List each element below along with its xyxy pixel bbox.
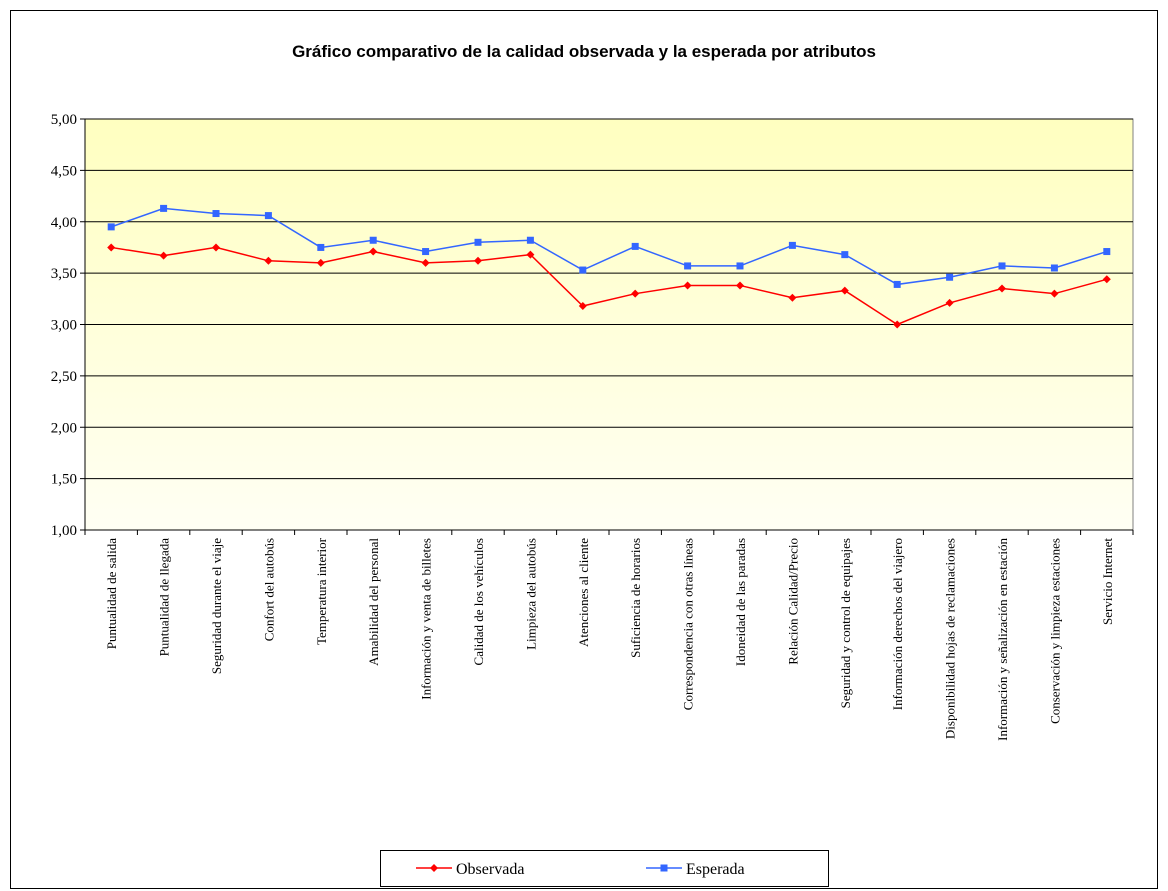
x-tick-label: Seguridad y control de equipajes [838, 538, 853, 708]
point [526, 236, 534, 244]
point [264, 256, 273, 265]
point [317, 243, 325, 251]
point [736, 262, 744, 270]
point [316, 258, 325, 267]
point [474, 238, 482, 246]
point [736, 281, 744, 290]
x-tick-label: Confort del autobús [261, 538, 276, 641]
x-tick-label: Información y venta de billetes [419, 538, 434, 700]
x-tick-label: Atenciones al cliente [576, 538, 591, 647]
x-tick-label: Seguridad durante el viaje [209, 538, 224, 674]
point [841, 251, 849, 259]
point [631, 289, 640, 298]
x-tick-label: Relación Calidad/Precio [785, 538, 800, 665]
point [160, 204, 168, 212]
legend-marker [430, 864, 438, 872]
point [107, 223, 115, 231]
point [107, 243, 116, 252]
point [159, 251, 168, 260]
y-tick-label: 4,50 [51, 163, 77, 179]
y-tick-label: 1,50 [51, 472, 77, 488]
point [998, 262, 1006, 270]
point [369, 236, 377, 244]
chart-title: Gráfico comparativo de la calidad observ… [292, 42, 876, 61]
x-tick-label: Información y señalización en estación [995, 538, 1010, 741]
x-tick-label: Puntualidad de llegada [157, 538, 172, 657]
y-tick-label: 2,00 [51, 420, 77, 436]
point [945, 298, 954, 307]
point [684, 262, 692, 270]
point [893, 280, 901, 288]
x-tick-label: Temperatura interior [314, 537, 329, 645]
x-tick-label: Servicio Internet [1100, 538, 1115, 625]
x-tick-label: Limpieza del autobús [523, 538, 538, 650]
point [631, 242, 639, 250]
legend-label: Observada [456, 861, 524, 878]
point [1103, 248, 1111, 256]
point [893, 320, 902, 329]
point [683, 281, 692, 290]
point [1050, 264, 1058, 272]
point [788, 293, 797, 302]
y-tick-label: 1,00 [51, 523, 77, 539]
x-tick-label: Idoneidad de las paradas [733, 538, 748, 666]
point [474, 256, 482, 265]
y-tick-label: 4,00 [51, 215, 77, 231]
point [212, 210, 220, 218]
point [840, 286, 849, 295]
point [421, 258, 430, 267]
y-tick-label: 3,00 [51, 318, 77, 334]
series-line [111, 246, 1107, 326]
point [998, 284, 1006, 293]
y-tick-label: 2,50 [51, 369, 77, 385]
x-tick-label: Puntualidad de salida [104, 538, 119, 649]
point [1050, 289, 1059, 298]
x-tick-label: Amabilidad del personal [366, 538, 381, 666]
point [422, 248, 430, 256]
point [264, 212, 272, 220]
x-tick-label: Información derechos del viajero [890, 538, 905, 710]
point [526, 250, 535, 259]
point [578, 302, 587, 311]
legend-label: Esperada [686, 861, 745, 878]
legend-marker [660, 864, 668, 872]
x-tick-label: Conservación y limpieza estaciones [1047, 538, 1062, 724]
x-tick-label: Calidad de los vehículos [471, 538, 486, 665]
x-tick-label: Disponibilidad hojas de reclamaciones [943, 538, 958, 739]
series-line [110, 207, 1108, 286]
point [212, 243, 220, 252]
point [946, 273, 954, 281]
point [579, 266, 587, 274]
legend-box [380, 850, 829, 887]
y-tick-label: 5,00 [51, 112, 77, 128]
point [788, 241, 796, 249]
x-tick-label: Suficiencia de horarios [628, 538, 643, 658]
point [1102, 275, 1111, 284]
y-tick-label: 3,50 [51, 266, 77, 282]
point [369, 247, 378, 256]
x-tick-label: Correspondencia con otras líneas [681, 538, 696, 710]
